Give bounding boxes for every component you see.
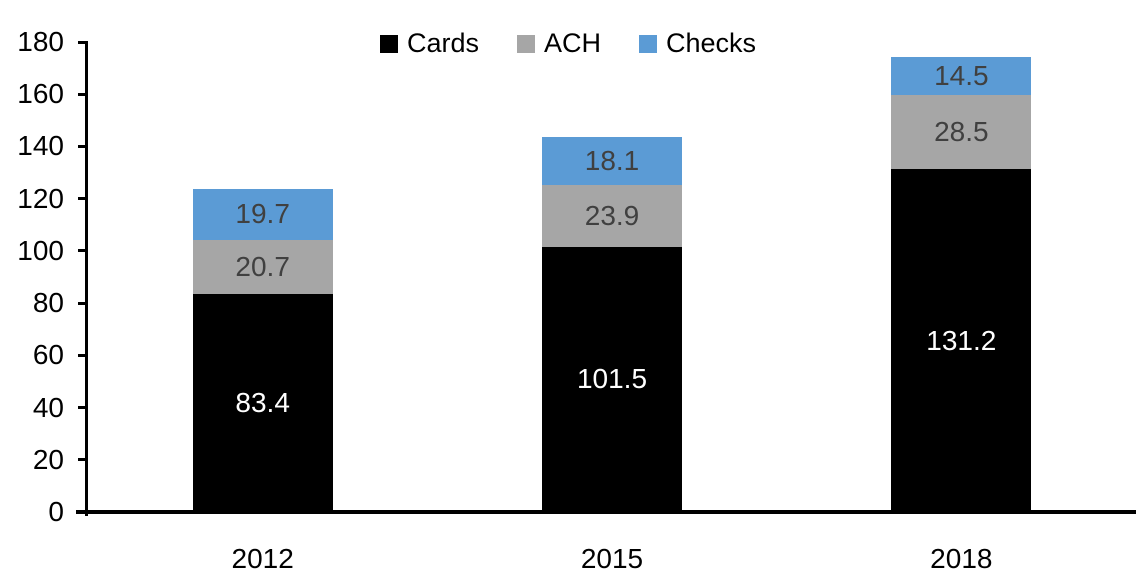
y-axis-tick-label: 100 — [17, 234, 64, 266]
bar-segment-cards-2015 — [542, 246, 682, 512]
y-axis-tick — [78, 40, 88, 44]
y-axis-tick-label: 140 — [17, 130, 64, 162]
bar-segment-checks-2015 — [542, 137, 682, 185]
legend-item-ach: ACH — [516, 28, 601, 58]
y-axis-tick — [78, 458, 88, 462]
legend: Cards ACH Checks — [0, 30, 1136, 57]
y-axis-tick — [78, 197, 88, 201]
y-axis-tick-label: 0 — [48, 496, 64, 527]
y-axis-tick — [78, 249, 88, 253]
y-axis-tick — [78, 92, 88, 96]
y-axis-tick — [78, 353, 88, 357]
y-axis-tick-label: 20 — [32, 443, 64, 475]
legend-label-cards: Cards — [406, 28, 479, 58]
legend-label-checks: Checks — [666, 28, 757, 58]
legend-item-checks: Checks — [639, 30, 756, 57]
y-axis-tick-label: 120 — [17, 182, 64, 214]
y-axis-tick-label: 80 — [32, 287, 64, 319]
bar-label-ach-2015: 23.9 — [584, 199, 640, 231]
bar-segment-ach-2012 — [192, 240, 333, 295]
y-axis-tick-label: 40 — [32, 391, 64, 423]
y-axis-tick — [78, 144, 88, 148]
checks-swatch-icon — [639, 34, 657, 53]
cards-swatch-icon — [379, 34, 398, 53]
bar-label-cards-2018: 131.2 — [926, 324, 997, 356]
x-axis-label-2018: 2018 — [930, 543, 993, 574]
bar-segment-checks-2012 — [192, 188, 333, 241]
bar-label-checks-2018: 14.5 — [934, 60, 989, 92]
legend-item-cards: Cards — [379, 28, 479, 58]
y-axis-line — [85, 42, 88, 516]
bar-label-checks-2012: 19.7 — [235, 198, 290, 230]
bar-segment-ach-2015 — [542, 184, 682, 247]
ach-swatch-icon — [516, 34, 535, 53]
legend-label-ach: ACH — [543, 28, 601, 58]
bar-segment-cards-2012 — [192, 294, 333, 512]
bar-label-ach-2012: 20.7 — [235, 251, 290, 283]
y-axis-tick — [78, 406, 88, 410]
bar-segment-ach-2018 — [891, 95, 1032, 170]
bar-label-ach-2018: 28.5 — [934, 116, 989, 148]
y-axis-tick-label: 60 — [32, 339, 64, 371]
x-axis-line — [76, 510, 1136, 514]
x-axis-label-2015: 2015 — [580, 543, 644, 574]
bar-label-cards-2012: 83.4 — [235, 387, 290, 419]
bar-segment-checks-2018 — [891, 57, 1032, 95]
y-axis-tick — [78, 301, 88, 305]
bar-label-cards-2015: 101.5 — [576, 363, 648, 395]
y-axis-tick-label: 180 — [17, 26, 64, 57]
y-axis-tick-label: 160 — [17, 78, 64, 110]
x-axis-label-2012: 2012 — [231, 543, 294, 574]
bar-label-checks-2015: 18.1 — [584, 144, 640, 176]
bar-segment-cards-2018 — [891, 169, 1032, 512]
